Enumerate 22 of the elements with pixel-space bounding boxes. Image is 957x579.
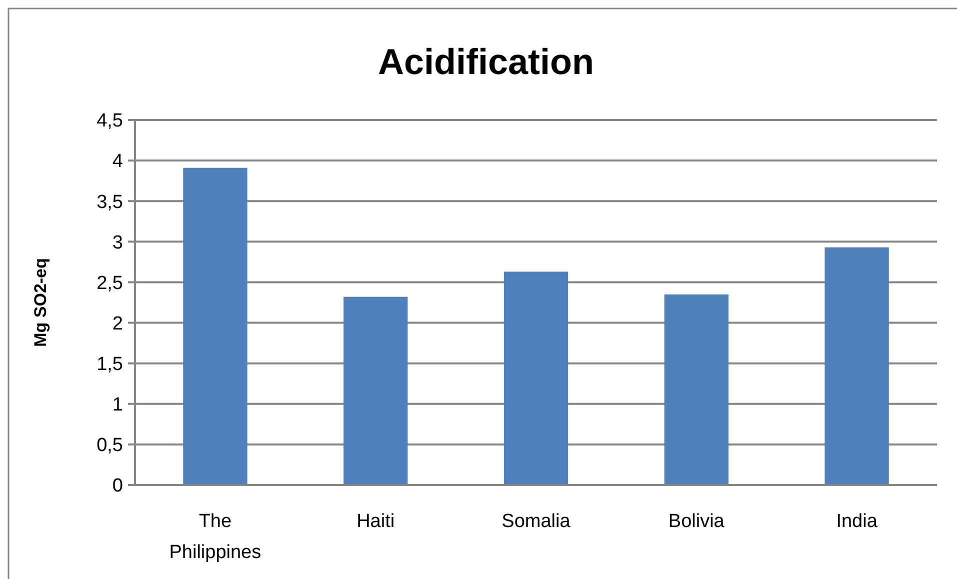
bar: [344, 296, 408, 485]
bar: [824, 247, 889, 485]
y-tick-label: 4: [112, 151, 124, 172]
x-tick-label: India: [836, 511, 878, 532]
y-tick-label: 0: [112, 476, 123, 497]
y-tick-label: 2: [112, 313, 123, 334]
chart-title: Acidification: [378, 41, 594, 82]
x-tick-label: Somalia: [502, 511, 571, 532]
y-tick-label: 3,5: [96, 192, 123, 213]
y-tick-label: 4,5: [96, 110, 123, 132]
bar: [504, 272, 568, 485]
bar: [664, 294, 728, 485]
y-tick-label: 1,5: [96, 354, 123, 375]
x-tick-label: The Philippines: [169, 511, 262, 563]
x-tick-label: Haiti: [356, 511, 395, 532]
x-tick-label: Bolivia: [668, 511, 725, 532]
y-tick-label: 2,5: [96, 272, 123, 294]
y-tick-label: 3: [112, 232, 123, 254]
bar: [183, 168, 248, 485]
y-tick-label: 0,5: [96, 435, 123, 456]
y-tick-label: 1: [112, 394, 123, 416]
y-axis-title: Mg SO2-eq: [31, 258, 50, 347]
